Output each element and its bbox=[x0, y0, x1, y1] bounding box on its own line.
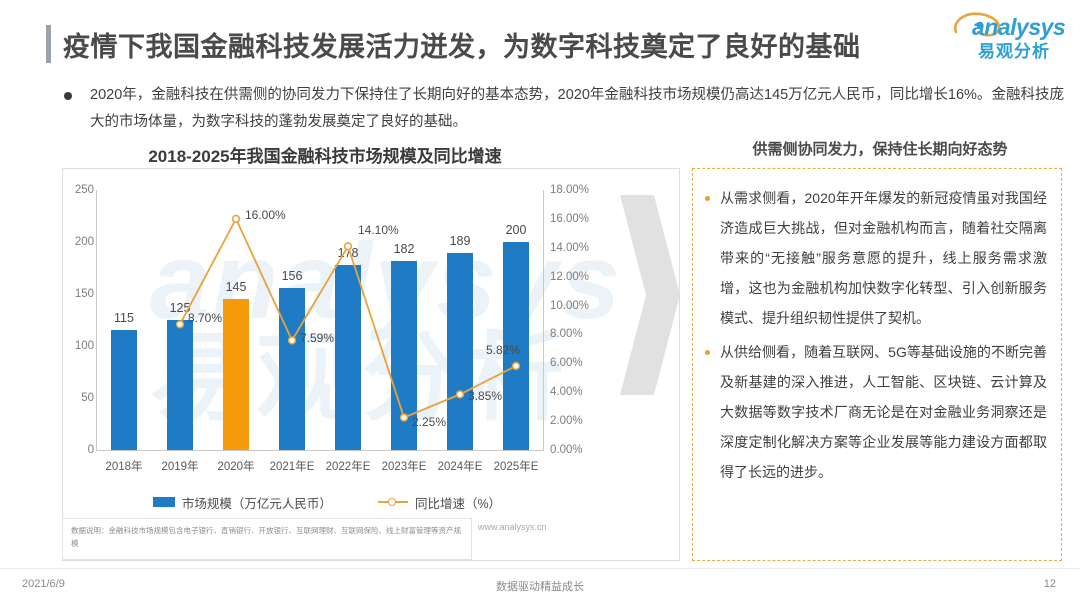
y-axis-right-tick: 4.00% bbox=[550, 386, 583, 399]
legend-item[interactable]: 市场规模（万亿元人民币） bbox=[152, 493, 332, 512]
chart-bar bbox=[223, 299, 249, 450]
chart-line-label: 16.00% bbox=[245, 207, 286, 222]
axis-line-left bbox=[96, 190, 97, 450]
legend-label: 同比增速（%） bbox=[414, 496, 502, 511]
page-title: 疫情下我国金融科技发展活力迸发，为数字科技奠定了良好的基础 bbox=[63, 31, 861, 62]
chart-bar bbox=[503, 242, 529, 450]
logo-text-en: analysys bbox=[972, 14, 1066, 40]
panel-title: 供需侧协同发力，保持住长期向好态势 bbox=[752, 141, 1008, 158]
panel-bullet-icon bbox=[705, 196, 710, 201]
chart-y-axis-right: 0.00% 2.00% 4.00% 6.00% 8.00% 10.00% 12.00% 14.… bbox=[550, 184, 608, 456]
panel-item-text: 从供给侧看，随着互联网、5G等基础设施的不断完善及新基建的深入推进，人工智能、区… bbox=[720, 344, 1047, 480]
legend-bar-swatch bbox=[152, 497, 175, 507]
chart-bar-label: 189 bbox=[449, 234, 471, 249]
panel-item-text: 从需求侧看，2020年开年爆发的新冠疫情虽对我国经济造成巨大挑战，但对金融机构而… bbox=[720, 190, 1047, 326]
bullet-dot-icon bbox=[64, 92, 72, 100]
chart-line-label: 7.59% bbox=[300, 331, 335, 346]
insight-panel: 从需求侧看，2020年开年爆发的新冠疫情虽对我国经济造成巨大挑战，但对金融机构而… bbox=[692, 168, 1062, 561]
x-axis-label: 2022年E bbox=[325, 461, 371, 473]
footer-divider bbox=[0, 568, 1080, 569]
y-axis-right-tick: 2.00% bbox=[550, 415, 583, 428]
panel-list-item: 从供给侧看，随着互联网、5G等基础设施的不断完善及新基建的深入推进，人工智能、区… bbox=[705, 337, 1047, 487]
chart-line-label: 3.85% bbox=[468, 389, 503, 404]
chart-bar bbox=[167, 320, 193, 450]
chart-plot-area: 115 125 145 156 178 182 189 200 8.70% 16.00% 7.59%… bbox=[96, 190, 544, 451]
chart-line-label: 2.25% bbox=[412, 414, 447, 429]
y-axis-right-tick: 0.00% bbox=[550, 444, 583, 456]
panel-bullet-icon bbox=[705, 350, 710, 355]
chart-title: 2018-2025年我国金融科技市场规模及同比增速 bbox=[148, 147, 502, 166]
x-axis-label: 2021年E bbox=[269, 461, 315, 473]
x-axis-label: 2025年E bbox=[493, 461, 539, 473]
axis-line-bottom bbox=[96, 450, 544, 451]
site-url: www.analysys.cn bbox=[478, 522, 547, 532]
chart-container bbox=[62, 168, 680, 561]
y-axis-left-tick: 0 bbox=[87, 444, 94, 456]
y-axis-right-tick: 16.00% bbox=[550, 212, 590, 225]
chart-line-series bbox=[175, 214, 521, 422]
lead-paragraph: 2020年，金融科技在供需侧的协同发力下保持住了长期向好的基本态势，2020年金… bbox=[64, 82, 1064, 136]
y-axis-right-tick: 6.00% bbox=[550, 357, 583, 370]
panel-list-item: 从需求侧看，2020年开年爆发的新冠疫情虽对我国经济造成巨大挑战，但对金融机构而… bbox=[705, 183, 1047, 333]
logo-swoosh-icon bbox=[953, 12, 1001, 37]
y-axis-right-tick: 14.00% bbox=[550, 241, 590, 254]
title-accent-bar bbox=[46, 25, 51, 63]
chart-bar-label: 115 bbox=[114, 311, 134, 326]
chart-note: 数据说明：金融科技市场规模包含电子银行、直销银行、开放银行、互联网理财、互联网保… bbox=[62, 518, 472, 560]
chart-legend: 市场规模（万亿元人民币） 同比增速（%） bbox=[62, 489, 592, 515]
x-axis-label: 2024年E bbox=[437, 461, 483, 473]
x-axis-label: 2019年 bbox=[161, 461, 199, 473]
footer-tagline: 数据驱动精益成长 bbox=[496, 581, 584, 593]
chart-bar-label: 145 bbox=[225, 280, 247, 295]
chart-line-label: 8.70% bbox=[188, 311, 223, 326]
page-header: 疫情下我国金融科技发展活力迸发，为数字科技奠定了良好的基础 bbox=[46, 18, 1080, 70]
right-arrow-icon bbox=[620, 195, 680, 395]
legend-item[interactable]: 同比增速（%） bbox=[377, 493, 502, 512]
y-axis-right-tick: 10.00% bbox=[550, 299, 590, 312]
chart-bar-label: 125 bbox=[169, 301, 191, 315]
chart-line-label: 14.10% bbox=[358, 223, 399, 238]
legend-line-swatch bbox=[377, 497, 408, 507]
y-axis-right-tick: 12.00% bbox=[550, 270, 590, 283]
x-axis-label: 2018年 bbox=[105, 461, 143, 473]
brand-logo: analysys 易观分析 bbox=[944, 6, 1066, 64]
chart-bar-label: 200 bbox=[505, 223, 527, 237]
legend-label: 市场规模（万亿元人民币） bbox=[181, 496, 332, 511]
y-axis-left-tick: 250 bbox=[74, 184, 94, 196]
logo-text-cn: 易观分析 bbox=[978, 42, 1050, 61]
chart-line-label: 5.82% bbox=[486, 342, 521, 357]
y-axis-left-tick: 100 bbox=[74, 340, 94, 352]
x-axis-label: 2020年 bbox=[217, 461, 255, 473]
x-axis-label: 2023年E bbox=[381, 461, 427, 473]
chart-bar bbox=[447, 253, 473, 450]
chart-bar bbox=[279, 287, 305, 450]
y-axis-left-tick: 150 bbox=[74, 288, 94, 300]
chart-bar-label: 182 bbox=[393, 241, 415, 256]
chart-x-axis: 2018年 2019年 2020年 2021年E 2022年E 2023年E 2024年E 2… bbox=[96, 458, 544, 482]
y-axis-right-tick: 18.00% bbox=[550, 184, 590, 196]
chart-bar bbox=[111, 330, 137, 450]
y-axis-right-tick: 8.00% bbox=[550, 328, 583, 341]
footer-date: 2021/6/9 bbox=[22, 578, 65, 590]
lead-paragraph-text: 2020年，金融科技在供需侧的协同发力下保持住了长期向好的基本态势，2020年金… bbox=[90, 87, 1064, 130]
chart-bar bbox=[335, 264, 361, 450]
chart-y-axis-left: 0 50 100 150 200 250 bbox=[58, 184, 94, 456]
axis-line-right bbox=[543, 190, 544, 450]
chart-bar-label: 156 bbox=[281, 268, 303, 283]
footer-page-number: 12 bbox=[1043, 578, 1056, 590]
y-axis-left-tick: 50 bbox=[81, 392, 94, 404]
y-axis-left-tick: 200 bbox=[74, 236, 94, 248]
